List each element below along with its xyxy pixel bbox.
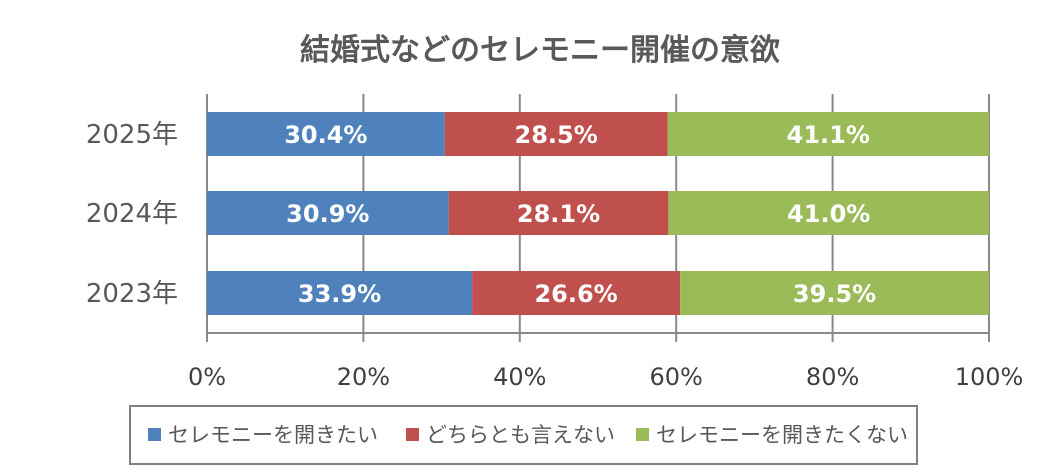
x-tick-label: 60%	[650, 363, 703, 391]
bar-segment	[472, 271, 681, 315]
x-tick-label: 20%	[337, 363, 390, 391]
legend-label: セレモニーを開きたくない	[656, 423, 908, 447]
bar-segment	[680, 271, 989, 315]
bar-segment	[667, 112, 989, 156]
y-category-label: 2024年	[86, 199, 178, 229]
data-label: 28.1%	[517, 200, 600, 228]
legend-swatch	[406, 428, 419, 441]
legend-swatch	[148, 428, 161, 441]
chart-title: 結婚式などのセレモニー開催の意欲	[300, 33, 780, 68]
y-category-label: 2025年	[86, 120, 178, 150]
data-label: 33.9%	[298, 280, 381, 308]
bar-segment	[207, 271, 473, 315]
y-category-label: 2023年	[86, 279, 178, 309]
bar-segment	[444, 112, 668, 156]
x-tick-label: 80%	[806, 363, 859, 391]
data-label: 28.5%	[515, 121, 598, 149]
legend-label: どちらとも言えない	[426, 423, 615, 447]
data-label: 41.0%	[787, 200, 870, 228]
data-label: 30.4%	[284, 121, 367, 149]
data-label: 41.1%	[787, 121, 870, 149]
x-tick-label: 0%	[188, 363, 226, 391]
bar-segment	[448, 191, 669, 235]
bar-segment	[207, 191, 449, 235]
x-tick-label: 40%	[493, 363, 546, 391]
legend-label: セレモニーを開きたい	[168, 423, 378, 447]
bar-segment	[668, 191, 989, 235]
data-label: 26.6%	[534, 280, 617, 308]
legend-box	[129, 405, 918, 465]
data-label: 30.9%	[286, 200, 369, 228]
bar-segment	[207, 112, 445, 156]
data-label: 39.5%	[793, 280, 876, 308]
x-tick-label: 100%	[955, 363, 1024, 391]
legend-swatch	[636, 428, 649, 441]
